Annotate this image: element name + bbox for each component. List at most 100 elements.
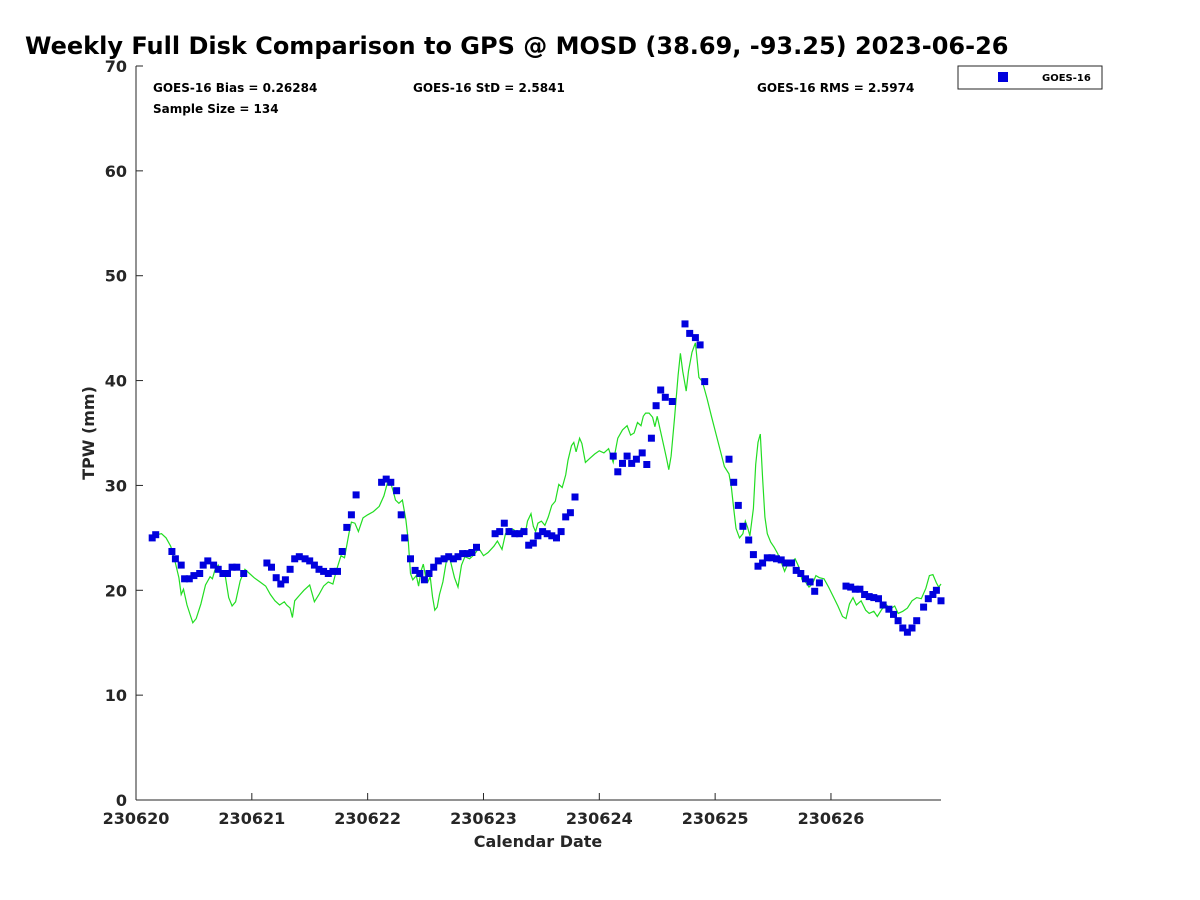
goes-point [661, 393, 669, 401]
y-tick-label: 40 [105, 372, 127, 391]
goes-point [152, 531, 160, 539]
goes-point [815, 579, 823, 587]
x-tick-label: 230621 [218, 809, 285, 828]
goes-point [334, 567, 341, 575]
goes-point [643, 461, 651, 468]
x-axis-label: Calendar Date [474, 832, 603, 851]
y-tick-label: 30 [105, 476, 127, 495]
y-tick-label: 20 [105, 581, 127, 600]
goes-point [870, 594, 878, 602]
goes-point [440, 555, 448, 563]
goes-point [210, 561, 218, 569]
goes-point [609, 452, 617, 460]
goes-point [811, 587, 819, 595]
goes-point [890, 610, 897, 618]
goes-point [879, 601, 887, 609]
goes-point [788, 559, 796, 567]
goes-point [329, 567, 337, 575]
goes-point [763, 554, 771, 562]
goes-point [511, 530, 519, 538]
goes-point [185, 575, 193, 583]
goes-point [657, 386, 665, 394]
goes-point [696, 341, 704, 349]
goes-point [553, 534, 560, 542]
goes-point [277, 580, 285, 588]
legend-box [957, 65, 1103, 90]
goes-point [168, 548, 176, 555]
goes-point [286, 565, 294, 573]
goes-point [802, 575, 809, 583]
goes-point [739, 522, 747, 530]
goes-point [638, 449, 646, 457]
goes-point [619, 459, 626, 467]
goes-point [190, 572, 198, 580]
goes-point [420, 576, 428, 584]
goes-point [691, 334, 699, 342]
goes-point [543, 530, 551, 538]
goes-point [782, 559, 790, 567]
x-tick-label: 230624 [566, 809, 633, 828]
goes-point [382, 475, 390, 483]
goes-point [920, 603, 928, 611]
goes-point [306, 557, 314, 565]
goes-point [425, 570, 433, 577]
goes-point [861, 591, 869, 598]
x-tick-label: 230626 [798, 809, 865, 828]
goes-point [725, 455, 733, 463]
goes-point [378, 478, 386, 486]
goes-point [908, 624, 916, 632]
goes-point [894, 617, 902, 625]
goes-point [434, 557, 442, 565]
goes-point [924, 595, 932, 603]
goes-point [416, 570, 424, 577]
goes-point [473, 543, 480, 551]
x-ticks: 230620 230621 230622 230623 230624 230625 2306… [103, 793, 865, 828]
x-tick-label: 230622 [334, 809, 401, 828]
goes-point [856, 585, 864, 593]
goes-point [623, 452, 631, 460]
goes-point [875, 595, 882, 603]
goes-point [913, 617, 921, 625]
goes-point [701, 378, 709, 386]
goes-point [842, 582, 850, 590]
legend-marker-goes [998, 72, 1008, 82]
goes-point [177, 561, 185, 569]
goes-point [219, 570, 227, 577]
stat-std: GOES-16 StD = 2.5841 [413, 81, 565, 95]
goes-point [196, 570, 204, 577]
goes-point [397, 511, 405, 519]
goes-point [343, 523, 351, 531]
y-axis-label: TPW (mm) [79, 386, 98, 480]
goes-point [730, 478, 738, 486]
goes-point [272, 574, 280, 582]
x-tick-label: 230620 [103, 809, 170, 828]
goes-point [768, 554, 776, 562]
goes-point [681, 320, 689, 328]
y-tick-label: 0 [116, 791, 127, 810]
goes-point [614, 468, 622, 476]
stat-bias: GOES-16 Bias = 0.26284 [153, 81, 317, 95]
goes-point [548, 532, 556, 540]
gps-series [150, 342, 942, 625]
goes-point [806, 578, 814, 586]
goes-point [937, 597, 945, 605]
goes-point [352, 491, 360, 499]
goes-point [430, 563, 438, 571]
goes-point [449, 555, 457, 563]
goes-point [401, 534, 409, 542]
goes-point [773, 555, 780, 563]
goes-point [240, 570, 248, 577]
goes-point [865, 593, 873, 601]
goes-point [315, 565, 323, 573]
goes-point [204, 557, 212, 565]
goes-point [534, 532, 542, 540]
goes-point [847, 583, 855, 591]
goes-point [529, 539, 537, 547]
goes-point [903, 628, 911, 636]
goes-point [324, 570, 332, 577]
goes-point [505, 528, 513, 536]
goes-point [759, 559, 767, 567]
goes-point [539, 528, 547, 536]
goes-point [515, 530, 523, 538]
